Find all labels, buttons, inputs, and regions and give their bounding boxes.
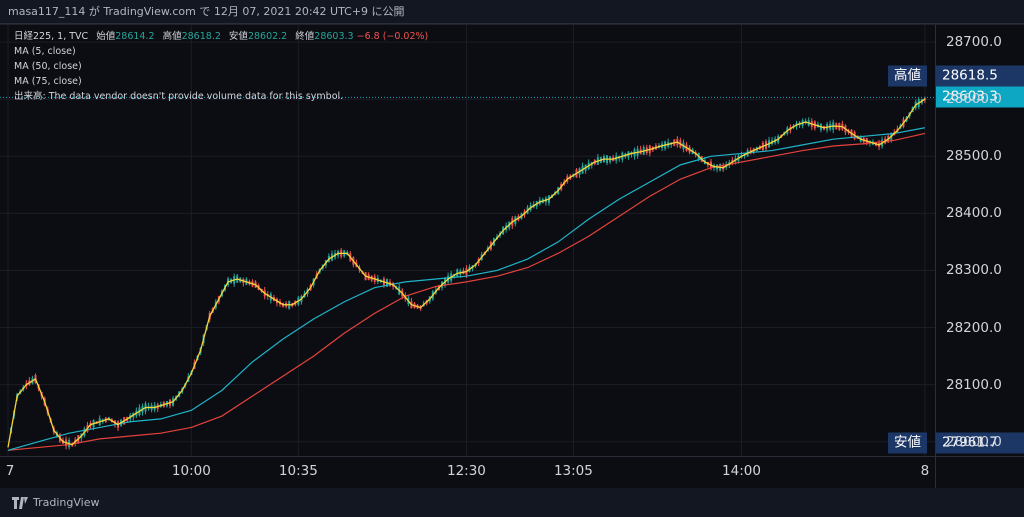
price-tick-label: 28500.0 — [946, 148, 1002, 165]
candle-body — [923, 97, 926, 101]
low-badge-label: 安値 — [888, 432, 927, 454]
time-tick-label: 8 — [920, 463, 930, 479]
price-tick-label: 28300.0 — [946, 262, 1002, 279]
legend-high: 28618.2 — [181, 31, 221, 42]
high-badge-label: 高値 — [888, 65, 927, 87]
time-tick-label: 10:00 — [171, 463, 211, 479]
last-price-badge: 28603.3 — [936, 86, 1024, 108]
legend-close-label: 終値 — [295, 31, 315, 42]
legend-open: 28614.2 — [115, 31, 155, 42]
legend-low-label: 安値 — [228, 31, 248, 42]
price-tick-label: 28100.0 — [946, 376, 1002, 393]
time-tick-label: 12:30 — [446, 463, 486, 479]
footer-brand[interactable]: TradingView — [12, 496, 99, 509]
legend-ohlc: 日経225, 1, TVC 始値28614.2 高値28618.2 安値2860… — [14, 29, 428, 44]
legend-ma5[interactable]: MA (5, close) — [14, 46, 76, 57]
chart-legend: 日経225, 1, TVC 始値28614.2 高値28618.2 安値2860… — [14, 29, 428, 104]
ma-line-75[interactable] — [7, 132, 926, 451]
legend-volume-note: 出来高: The data vendor doesn't provide vol… — [14, 91, 344, 102]
price-axis[interactable]: 高値 28618.5 28603.3 安値 27961.7 28000.0 281… — [888, 25, 1024, 456]
time-tick-label: 14:00 — [722, 463, 761, 479]
legend-symbol: 日経225, 1, TVC — [14, 31, 89, 42]
time-tick-label: 10:35 — [278, 463, 318, 479]
legend-ma75[interactable]: MA (75, close) — [14, 76, 82, 87]
price-tick-label: 28400.0 — [946, 205, 1002, 222]
low-badge-value: 27961.7 — [936, 432, 1024, 454]
price-chart[interactable] — [0, 25, 935, 456]
legend-low: 28602.2 — [247, 31, 288, 42]
legend-close: 28603.3 — [314, 31, 354, 42]
time-tick-label: 7 — [5, 463, 15, 479]
axis-corner — [935, 456, 1024, 488]
chart-caption: masa117_114 が TradingView.com で 12月 07, … — [0, 0, 1024, 24]
price-tick-label: 28200.0 — [946, 319, 1002, 336]
ma-line-50[interactable] — [7, 127, 925, 451]
tradingview-logo-icon — [12, 496, 28, 509]
footer: TradingView — [0, 488, 1024, 517]
price-tick-label: 28700.0 — [946, 34, 1002, 51]
time-axis[interactable]: 7 10:00 10:35 12:30 13:05 14:00 8 — [0, 456, 935, 488]
legend-high-label: 高値 — [162, 31, 182, 42]
price-tick-label: 28000.0 — [946, 433, 1002, 450]
footer-brand-text: TradingView — [33, 496, 100, 509]
chart-pane[interactable]: 日経225, 1, TVC 始値28614.2 高値28618.2 安値2860… — [0, 25, 935, 456]
legend-ma50[interactable]: MA (50, close) — [14, 61, 82, 72]
legend-open-label: 始値 — [96, 31, 116, 42]
legend-change: −6.8 (−0.02%) — [356, 31, 429, 42]
high-badge-value: 28618.5 — [936, 65, 1024, 87]
price-tick-label: 28600.0 — [946, 91, 1002, 108]
time-tick-label: 13:05 — [553, 463, 593, 479]
ma-line-5[interactable] — [7, 98, 926, 448]
